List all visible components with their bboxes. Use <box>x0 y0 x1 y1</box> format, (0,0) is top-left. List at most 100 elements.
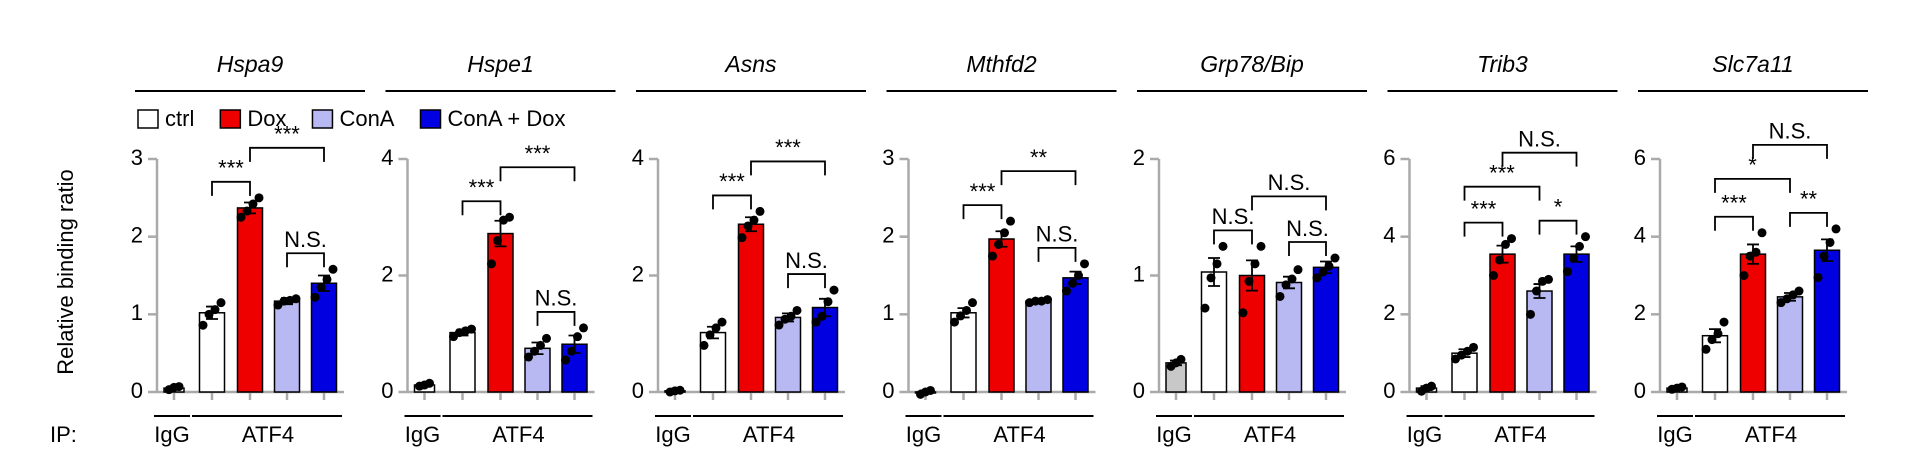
data-point <box>817 311 827 321</box>
significance-label: ** <box>1030 145 1048 170</box>
significance-label: N.S. <box>1036 222 1079 247</box>
data-point <box>737 233 747 243</box>
data-point <box>1176 354 1186 364</box>
significance-label: N.S. <box>535 286 578 311</box>
data-point <box>1427 381 1436 391</box>
group-label: ATF4 <box>743 422 795 447</box>
significance-bracket <box>962 204 1003 220</box>
significance-label: ** <box>1800 187 1818 212</box>
data-point <box>1563 267 1572 277</box>
bar <box>236 207 264 393</box>
significance-bracket <box>461 200 502 216</box>
group-label: IgG <box>906 422 941 447</box>
data-point <box>1074 271 1083 280</box>
y-tick-label: 2 <box>632 261 644 286</box>
y-tick-label: 0 <box>882 378 894 403</box>
significance-bracket <box>1789 212 1828 227</box>
data-point <box>316 282 326 292</box>
data-point <box>1287 274 1297 284</box>
significance-label: * <box>1554 194 1563 219</box>
data-point <box>1719 317 1729 327</box>
data-point <box>1489 271 1498 280</box>
y-tick-label: 3 <box>882 145 894 170</box>
panel-title: Trib3 <box>1477 51 1528 77</box>
data-point <box>1312 273 1322 283</box>
bar <box>774 316 802 393</box>
legend-label: ctrl <box>165 106 194 131</box>
data-point <box>717 317 727 327</box>
data-point <box>1751 247 1761 257</box>
data-point <box>236 212 246 222</box>
group-label: ATF4 <box>1745 422 1797 447</box>
data-point <box>579 323 588 333</box>
y-tick-label: 0 <box>1133 378 1145 403</box>
data-point <box>1256 241 1266 251</box>
data-point <box>1062 286 1071 296</box>
data-point <box>1819 251 1829 261</box>
legend-swatch <box>311 109 334 129</box>
data-point <box>493 236 502 246</box>
legend-label: Dox <box>247 106 286 131</box>
significance-label: *** <box>970 179 996 204</box>
bar <box>1312 266 1340 393</box>
data-point <box>1701 344 1711 354</box>
data-point <box>1544 274 1553 284</box>
significance-bracket <box>1714 215 1754 231</box>
significance-label: N.S. <box>1769 119 1812 144</box>
panel-title: Hspa9 <box>217 51 284 77</box>
data-point <box>198 320 208 330</box>
significance-label: * <box>1748 153 1757 178</box>
significance-label: *** <box>1721 191 1747 216</box>
significance-bracket <box>712 194 752 210</box>
data-point <box>1200 303 1210 313</box>
data-point <box>467 324 476 334</box>
significance-label: N.S. <box>284 227 327 252</box>
data-point <box>1707 335 1717 345</box>
significance-bracket <box>787 273 826 289</box>
bar <box>1701 334 1729 393</box>
data-point <box>542 333 551 343</box>
data-point <box>1293 265 1303 275</box>
data-point <box>988 251 997 261</box>
y-tick-label: 2 <box>1383 300 1395 325</box>
significance-label: N.S. <box>1286 216 1329 241</box>
data-point <box>994 239 1003 249</box>
data-point <box>1324 261 1334 271</box>
significance-bracket <box>750 160 826 176</box>
data-point <box>950 317 959 327</box>
y-tick-label: 0 <box>632 378 644 403</box>
data-point <box>1677 382 1687 392</box>
data-point <box>749 215 759 225</box>
group-label: IgG <box>154 422 189 447</box>
significance-bracket <box>1288 241 1327 257</box>
data-point <box>1495 255 1504 265</box>
group-label: IgG <box>405 422 440 447</box>
group-label: ATF4 <box>242 422 294 447</box>
data-point <box>328 264 338 274</box>
data-point <box>573 332 582 342</box>
y-tick-label: 3 <box>131 145 143 170</box>
significance-bracket <box>1000 170 1077 186</box>
data-point <box>792 305 802 315</box>
data-point <box>1318 267 1328 277</box>
bar <box>449 331 476 393</box>
data-point <box>774 320 784 330</box>
y-tick-label: 1 <box>1133 261 1145 286</box>
significance-bracket <box>1752 144 1828 159</box>
data-point <box>1575 241 1584 251</box>
data-point <box>956 311 965 321</box>
data-point <box>322 274 332 284</box>
significance-label: N.S. <box>785 248 828 273</box>
group-label: ATF4 <box>1494 422 1546 447</box>
data-point <box>1000 228 1009 238</box>
data-point <box>524 352 533 362</box>
data-point <box>811 317 821 327</box>
data-point <box>561 355 570 365</box>
significance-label: *** <box>719 169 745 194</box>
data-point <box>1713 329 1723 339</box>
significance-bracket <box>249 146 325 162</box>
data-point <box>310 292 320 302</box>
data-point <box>174 382 184 392</box>
data-point <box>1275 291 1285 301</box>
data-point <box>1281 280 1291 290</box>
